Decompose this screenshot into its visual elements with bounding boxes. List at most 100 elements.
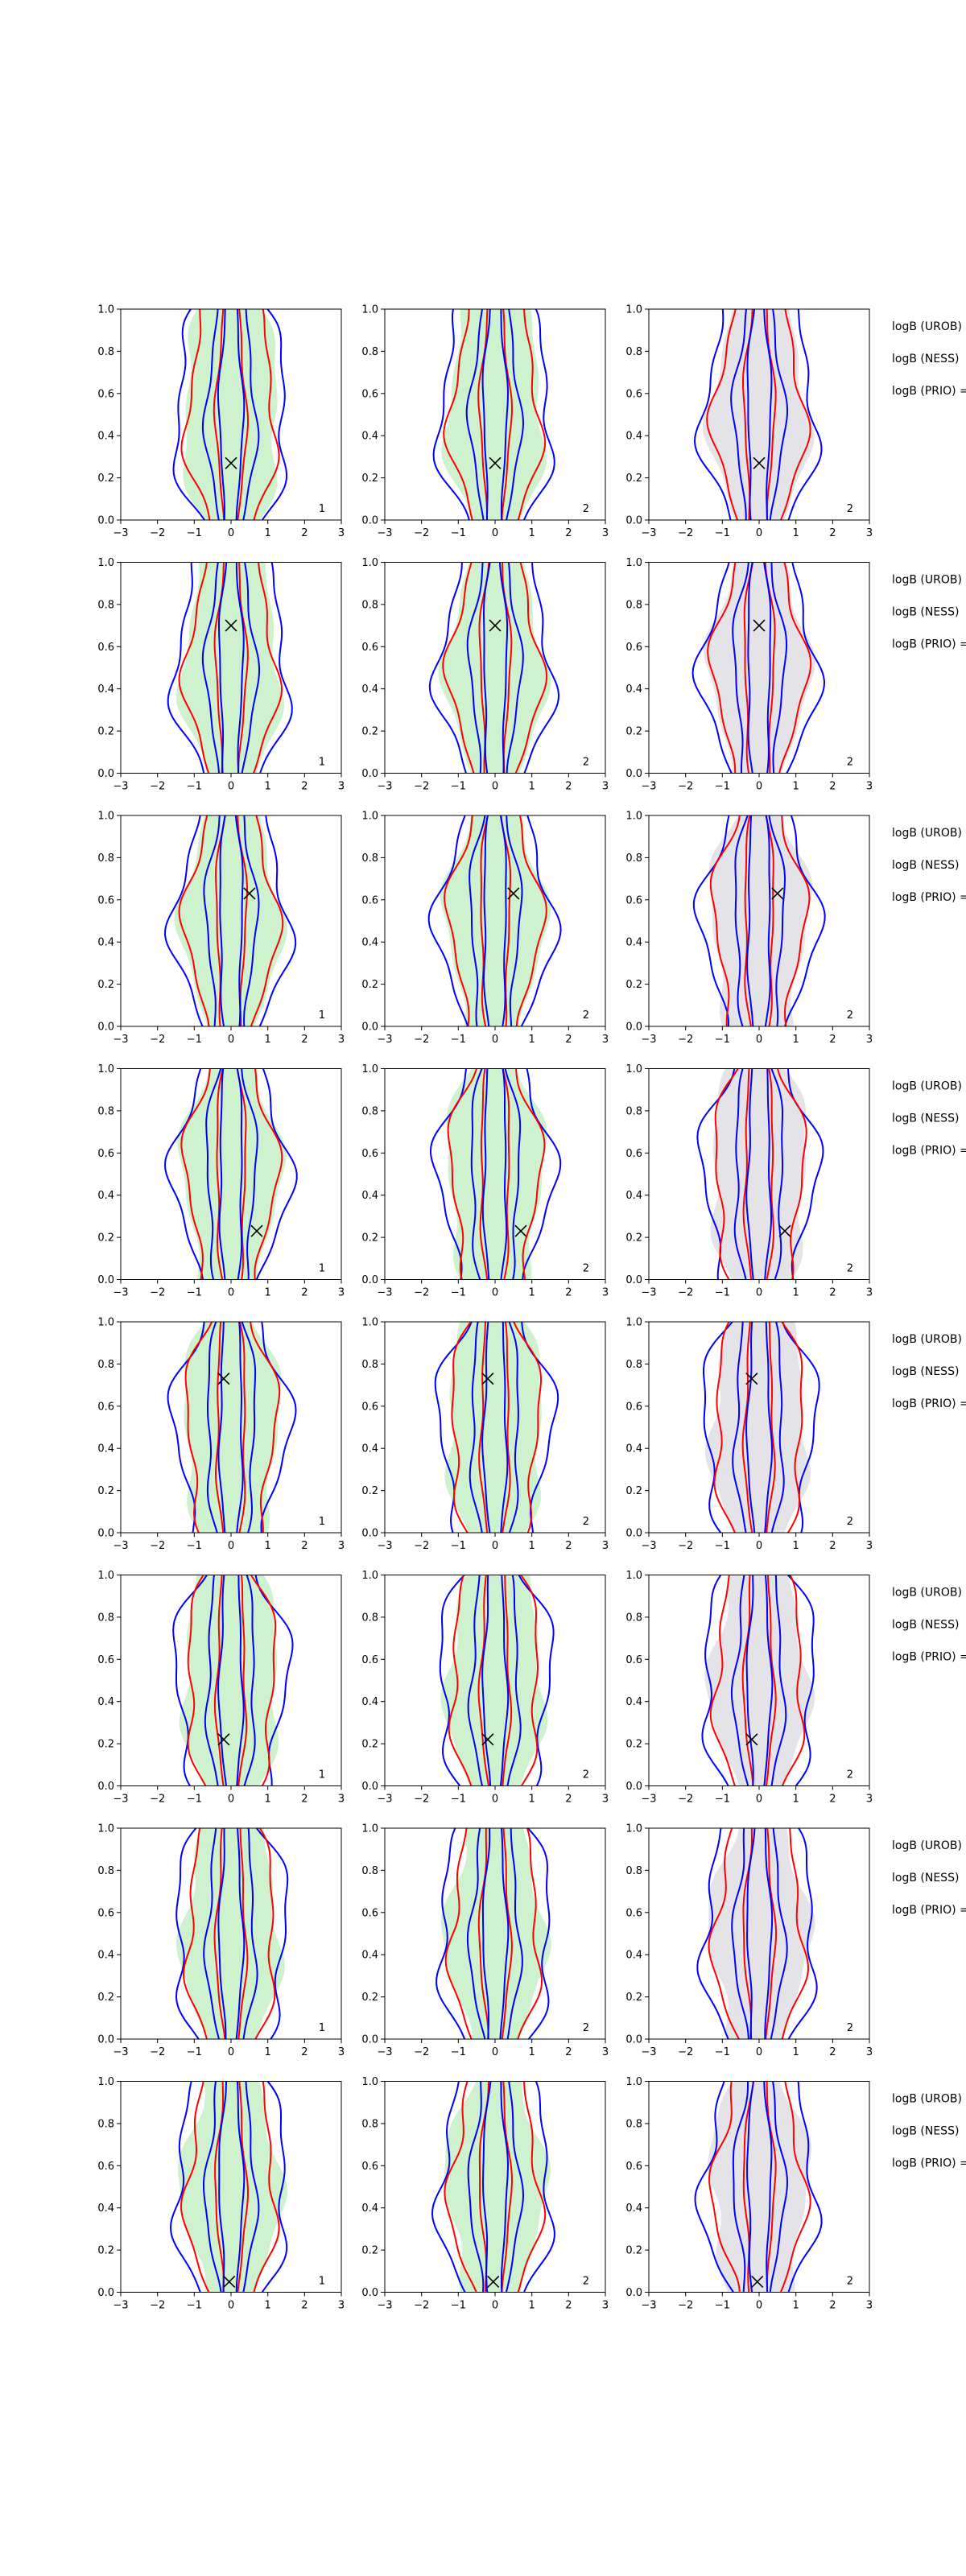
x-tick-label: 2 bbox=[565, 781, 572, 793]
row-note-1: logB (UROB) bbox=[892, 2093, 962, 2106]
y-tick-label: 0.6 bbox=[97, 1907, 114, 1919]
contour-line-2 bbox=[451, 1322, 542, 1533]
contour-line-1 bbox=[692, 815, 826, 1026]
contour-line-5 bbox=[481, 1068, 508, 1280]
y-tick-label: 0.0 bbox=[625, 1781, 642, 1793]
y-tick-label: 0.4 bbox=[361, 1190, 378, 1202]
y-tick-label: 0.6 bbox=[97, 2161, 114, 2173]
x-tick-label: 0 bbox=[492, 1794, 498, 1806]
x-tick-label: −2 bbox=[678, 781, 693, 793]
contour-line-5 bbox=[482, 815, 507, 1026]
x-tick-label: −1 bbox=[451, 1034, 466, 1046]
y-tick-label: 0.8 bbox=[97, 1612, 114, 1624]
contour-line-5 bbox=[745, 1068, 772, 1280]
y-tick-label: 0.8 bbox=[625, 852, 642, 865]
x-tick-label: 0 bbox=[756, 2046, 762, 2058]
panel-corner-label: 1 bbox=[319, 503, 325, 515]
x-tick-label: 1 bbox=[265, 781, 271, 793]
truth-marker bbox=[751, 2275, 764, 2288]
y-tick-label: 0.2 bbox=[97, 1739, 114, 1751]
y-tick-label: 0.0 bbox=[625, 768, 642, 780]
panel-r6-c2: −3 −2 −1 0 1 2 3 0.0 0.2 0.4 0.6 0.8 1.0 2 bbox=[361, 1570, 609, 1806]
x-tick-label: 1 bbox=[529, 1540, 535, 1552]
y-tick-label: 0.0 bbox=[97, 768, 114, 780]
contour-line-2 bbox=[184, 1322, 281, 1533]
x-tick-label: −1 bbox=[715, 2300, 730, 2312]
y-tick-label: 0.4 bbox=[97, 2202, 114, 2215]
contour-line-1 bbox=[693, 309, 823, 520]
x-tick-label: −1 bbox=[187, 2046, 202, 2058]
density-fill bbox=[175, 562, 284, 774]
contour-line-3 bbox=[732, 1322, 785, 1533]
contour-line-1 bbox=[172, 1575, 294, 1786]
x-tick-label: −2 bbox=[150, 527, 165, 539]
contour-line-1 bbox=[163, 1068, 298, 1280]
row-7: −3 −2 −1 0 1 2 30.00.20.40.60.81.01−3 −2 −1 0 1 2 30… bbox=[97, 1823, 966, 2059]
y-tick-label: 0.0 bbox=[361, 515, 378, 527]
row-note-2: logB (NESS) bbox=[892, 1872, 959, 1885]
x-tick-label: 1 bbox=[265, 1540, 271, 1552]
x-tick-label: 3 bbox=[866, 2046, 873, 2058]
x-tick-label: 3 bbox=[338, 1034, 345, 1046]
contour-line-5 bbox=[747, 562, 772, 774]
y-tick-label: 0.8 bbox=[361, 1105, 378, 1117]
x-tick-label: −1 bbox=[451, 1287, 466, 1299]
contour-line-3 bbox=[730, 309, 789, 520]
x-tick-label: 1 bbox=[529, 527, 535, 539]
y-tick-label: 0.4 bbox=[625, 1443, 642, 1455]
x-tick-label: 0 bbox=[756, 1034, 762, 1046]
x-tick-label: 0 bbox=[492, 2300, 498, 2312]
contour-line-3 bbox=[732, 562, 788, 774]
contour-line-3 bbox=[206, 1322, 257, 1533]
x-tick-label: −1 bbox=[715, 1540, 730, 1552]
x-tick-label: 0 bbox=[756, 2300, 762, 2312]
contour-line-1 bbox=[691, 562, 826, 774]
contour-line-2 bbox=[709, 815, 811, 1026]
y-tick-label: 0.8 bbox=[625, 599, 642, 611]
truth-marker bbox=[507, 887, 520, 900]
x-tick-label: −3 bbox=[377, 1287, 392, 1299]
y-tick-label: 0.2 bbox=[361, 1739, 378, 1751]
x-tick-label: 2 bbox=[301, 527, 308, 539]
y-tick-label: 0.6 bbox=[361, 388, 378, 400]
contour-line-5 bbox=[746, 309, 773, 520]
contour-line-4 bbox=[744, 815, 774, 1026]
x-tick-label: 0 bbox=[228, 1034, 234, 1046]
truth-marker bbox=[487, 2275, 500, 2288]
y-tick-label: 0.4 bbox=[97, 683, 114, 696]
x-tick-label: 0 bbox=[756, 1287, 762, 1299]
y-tick-label: 0.6 bbox=[361, 2161, 378, 2173]
contour-line-2 bbox=[178, 815, 284, 1026]
contour-line-5 bbox=[746, 2081, 773, 2293]
panel-corner-label: 2 bbox=[583, 757, 589, 769]
x-tick-label: −3 bbox=[641, 527, 656, 539]
x-tick-label: −3 bbox=[113, 527, 128, 539]
x-tick-label: 3 bbox=[602, 781, 609, 793]
x-tick-label: −2 bbox=[414, 1794, 429, 1806]
x-tick-label: 1 bbox=[529, 1794, 535, 1806]
panel-corner-label: 2 bbox=[583, 1769, 589, 1781]
y-tick-label: 1.0 bbox=[625, 811, 642, 823]
y-tick-label: 0.4 bbox=[361, 1950, 378, 1962]
panel-corner-label: 2 bbox=[583, 503, 589, 515]
y-tick-label: 1.0 bbox=[97, 2076, 114, 2088]
x-tick-label: 3 bbox=[602, 1540, 609, 1552]
y-tick-label: 0.2 bbox=[625, 1485, 642, 1497]
panel-r2-c2: −3 −2 −1 0 1 2 3 0.0 0.2 0.4 0.6 0.8 1.0 2 bbox=[361, 557, 609, 793]
y-tick-label: 0.2 bbox=[361, 1992, 378, 2004]
truth-marker bbox=[481, 1373, 494, 1385]
row-note-3: logB (PRIO) = bbox=[892, 891, 966, 904]
y-tick-label: 0.6 bbox=[97, 642, 114, 654]
contour-line-4 bbox=[477, 1575, 513, 1786]
x-tick-label: −3 bbox=[113, 781, 128, 793]
y-tick-label: 0.6 bbox=[97, 1401, 114, 1413]
contour-line-5 bbox=[745, 1322, 774, 1533]
y-tick-label: 0.0 bbox=[361, 1528, 378, 1540]
truth-marker bbox=[225, 619, 237, 632]
contour-line-3 bbox=[467, 1575, 522, 1786]
x-tick-label: −1 bbox=[715, 1794, 730, 1806]
x-tick-label: 0 bbox=[492, 1540, 498, 1552]
y-tick-label: 1.0 bbox=[97, 811, 114, 823]
y-tick-label: 0.6 bbox=[361, 1148, 378, 1160]
